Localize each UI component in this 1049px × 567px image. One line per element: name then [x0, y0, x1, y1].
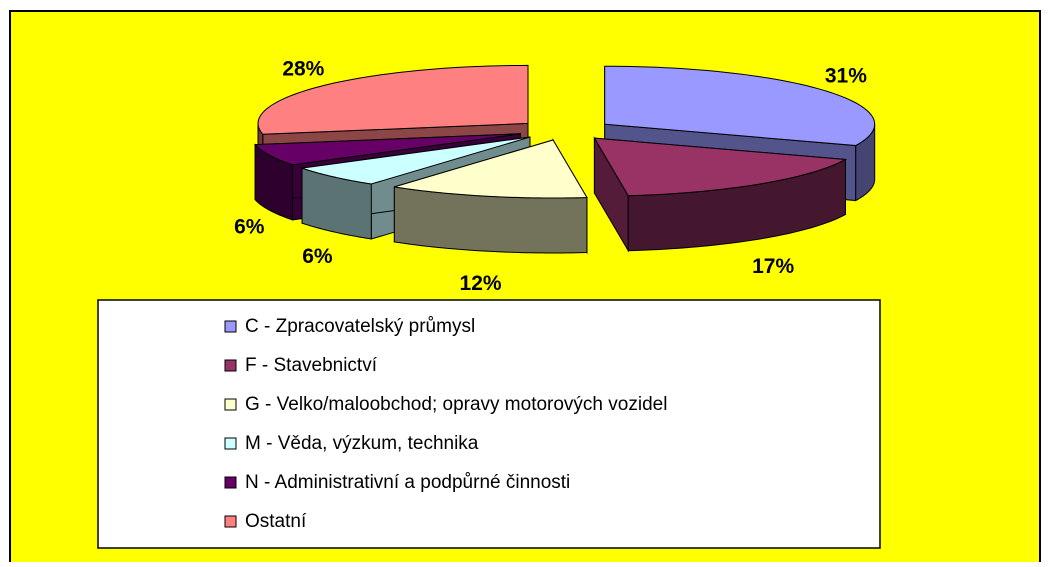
slice-top — [257, 64, 529, 135]
data-label: 12% — [460, 272, 502, 295]
legend-label: G - Velko/maloobchod; opravy motorových … — [245, 394, 667, 415]
legend-label: C - Zpracovatelský průmysl — [245, 316, 475, 337]
data-label: 31% — [825, 64, 867, 87]
slice — [393, 138, 588, 255]
slice-top — [394, 139, 588, 199]
legend-label: Ostatní — [245, 511, 307, 532]
legend-label: M - Věda, výzkum, technika — [245, 433, 479, 454]
data-label: 6% — [234, 215, 265, 238]
data-label: 28% — [282, 57, 324, 80]
data-label: 6% — [302, 245, 333, 268]
data-label: 17% — [752, 255, 794, 278]
slice-top — [604, 65, 876, 147]
legend-swatch — [224, 398, 237, 411]
legend-swatch — [224, 515, 237, 528]
slice-top — [301, 136, 531, 185]
slice-top — [593, 137, 848, 197]
legend-swatch — [224, 320, 237, 333]
slice-top — [254, 133, 521, 166]
legend — [97, 299, 881, 549]
legend-swatch — [224, 437, 237, 450]
legend-swatch — [224, 476, 237, 489]
legend-label: F - Stavebnictví — [245, 355, 378, 376]
slice — [593, 136, 848, 253]
legend-label: N - Administrativní a podpůrné činnosti — [245, 472, 570, 493]
legend-swatch — [224, 359, 237, 372]
